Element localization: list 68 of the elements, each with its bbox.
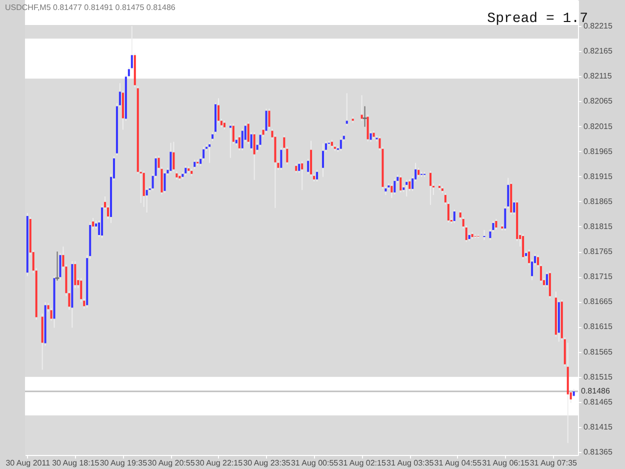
y-tick-label: 0.81565 xyxy=(584,347,613,356)
candlestick xyxy=(184,165,187,176)
y-tick-label: 0.81365 xyxy=(584,447,613,456)
x-tick-label: 31 Aug 00:55 xyxy=(290,458,339,468)
x-tick-label: 31 Aug 02:15 xyxy=(338,458,386,468)
candlestick xyxy=(546,272,548,288)
y-tick-label: 0.82065 xyxy=(584,96,613,106)
candlestick xyxy=(453,208,456,224)
x-tick-label: 30 Aug 19:35 xyxy=(100,458,148,468)
y-tick-label: 0.82165 xyxy=(584,46,613,56)
candlestick xyxy=(253,132,256,180)
x-tick-label: 30 Aug 22:15 xyxy=(195,458,244,468)
candlestick xyxy=(495,218,498,230)
y-tick-label: 0.82115 xyxy=(584,72,612,81)
x-tick-label: 30 Aug 2011 xyxy=(6,458,51,468)
candlestick xyxy=(164,170,166,194)
candlestick xyxy=(406,179,408,197)
y-tick-label: 0.81815 xyxy=(584,222,613,231)
x-tick-label: 31 Aug 06:15 xyxy=(482,458,530,468)
candlestick xyxy=(429,170,432,206)
y-tick-label: 0.81865 xyxy=(584,196,613,206)
y-tick-label: 0.81765 xyxy=(584,247,613,256)
candlestick xyxy=(507,177,510,209)
candlestick xyxy=(316,169,318,182)
y-tick-label: 0.82015 xyxy=(584,122,613,131)
candlestick xyxy=(390,183,393,198)
x-tick-label: 30 Aug 18:15 xyxy=(52,458,100,468)
y-tick-label: 0.81465 xyxy=(584,397,613,406)
candlestick xyxy=(418,167,420,178)
y-tick-label: 0.81515 xyxy=(584,372,613,382)
candlestick xyxy=(229,124,232,158)
candlestick xyxy=(522,234,524,260)
x-tick-label: 30 Aug 23:35 xyxy=(243,458,291,468)
ref-line-label: 0.81486 xyxy=(581,386,610,396)
x-tick-label: 30 Aug 20:55 xyxy=(148,458,196,468)
x-tick-label: 31 Aug 04:55 xyxy=(434,458,482,468)
candlestick xyxy=(146,187,148,213)
x-tick-label: 31 Aug 07:35 xyxy=(530,458,578,468)
y-tick-label: 0.82215 xyxy=(584,22,613,31)
candlestick xyxy=(400,174,402,193)
y-tick-label: 0.81665 xyxy=(584,297,613,306)
y-tick-label: 0.81615 xyxy=(584,322,613,332)
candlestick xyxy=(268,108,270,130)
candlestick xyxy=(241,128,244,151)
candlestick xyxy=(340,137,342,152)
candlestick xyxy=(360,94,363,122)
candlestick xyxy=(194,159,196,170)
candlestick xyxy=(74,260,76,289)
candlestick xyxy=(238,134,240,151)
y-tick-label: 0.81715 xyxy=(584,272,613,282)
chart-title: USDCHF,M5 0.81477 0.81491 0.81475 0.81486 xyxy=(5,3,176,12)
candlestick xyxy=(548,270,551,299)
y-tick-label: 0.81915 xyxy=(584,172,613,181)
candlestick xyxy=(217,98,220,124)
candlestick xyxy=(504,206,506,232)
candlestick xyxy=(307,158,310,174)
candlestick xyxy=(513,200,516,215)
candlestick xyxy=(295,163,298,174)
candlestick xyxy=(394,178,396,195)
y-tick-label: 0.81415 xyxy=(584,422,613,432)
candlestick xyxy=(280,147,282,170)
y-tick-label: 0.81965 xyxy=(584,146,613,156)
candlestick xyxy=(322,142,324,178)
x-tick-label: 31 Aug 03:35 xyxy=(386,458,434,468)
candlestick xyxy=(170,142,172,174)
candlestick xyxy=(172,141,175,172)
candlestick xyxy=(366,114,369,142)
candlestick xyxy=(265,108,268,134)
